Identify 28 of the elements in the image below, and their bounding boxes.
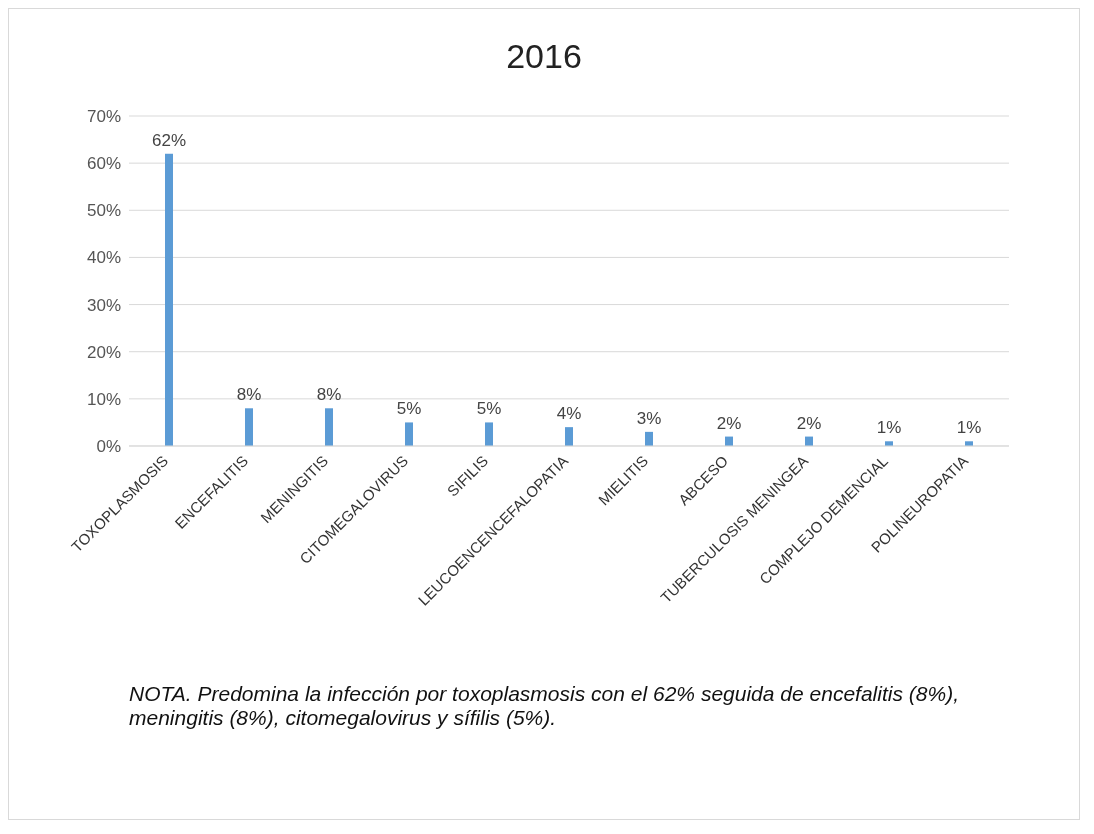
data-label: 1% — [876, 418, 902, 438]
y-tick-label: 20% — [86, 342, 121, 362]
bar — [325, 408, 333, 446]
data-label: 62% — [151, 130, 187, 150]
data-label: 4% — [556, 404, 582, 424]
y-tick-label: 30% — [86, 295, 121, 315]
bar — [245, 408, 253, 446]
data-label: 2% — [716, 413, 742, 433]
text: NOTA. Predomina la infección por toxoplasmosis con el 62% seguida de encefalitis (8%), meningitis (8%), citomegalovirus y sífilis (5%). — [129, 682, 959, 730]
data-label: 5% — [476, 399, 502, 419]
bar — [485, 422, 493, 446]
data-label: 3% — [636, 408, 662, 428]
data-label: 8% — [316, 385, 342, 405]
bar — [565, 427, 573, 446]
y-tick-label: 50% — [86, 201, 121, 221]
bar — [645, 431, 653, 446]
y-tick-label: 70% — [86, 107, 121, 127]
chart-title: 2016 — [505, 37, 583, 76]
data-label: 2% — [796, 413, 822, 433]
y-tick-label: 10% — [86, 389, 121, 409]
bar — [165, 153, 173, 446]
y-tick-label: 0% — [96, 437, 121, 457]
y-tick-label: 40% — [86, 248, 121, 268]
y-tick-label: 60% — [86, 154, 121, 174]
data-label: 8% — [236, 385, 262, 405]
bar — [405, 422, 413, 446]
data-label: 1% — [956, 418, 982, 438]
data-label: 5% — [396, 399, 422, 419]
